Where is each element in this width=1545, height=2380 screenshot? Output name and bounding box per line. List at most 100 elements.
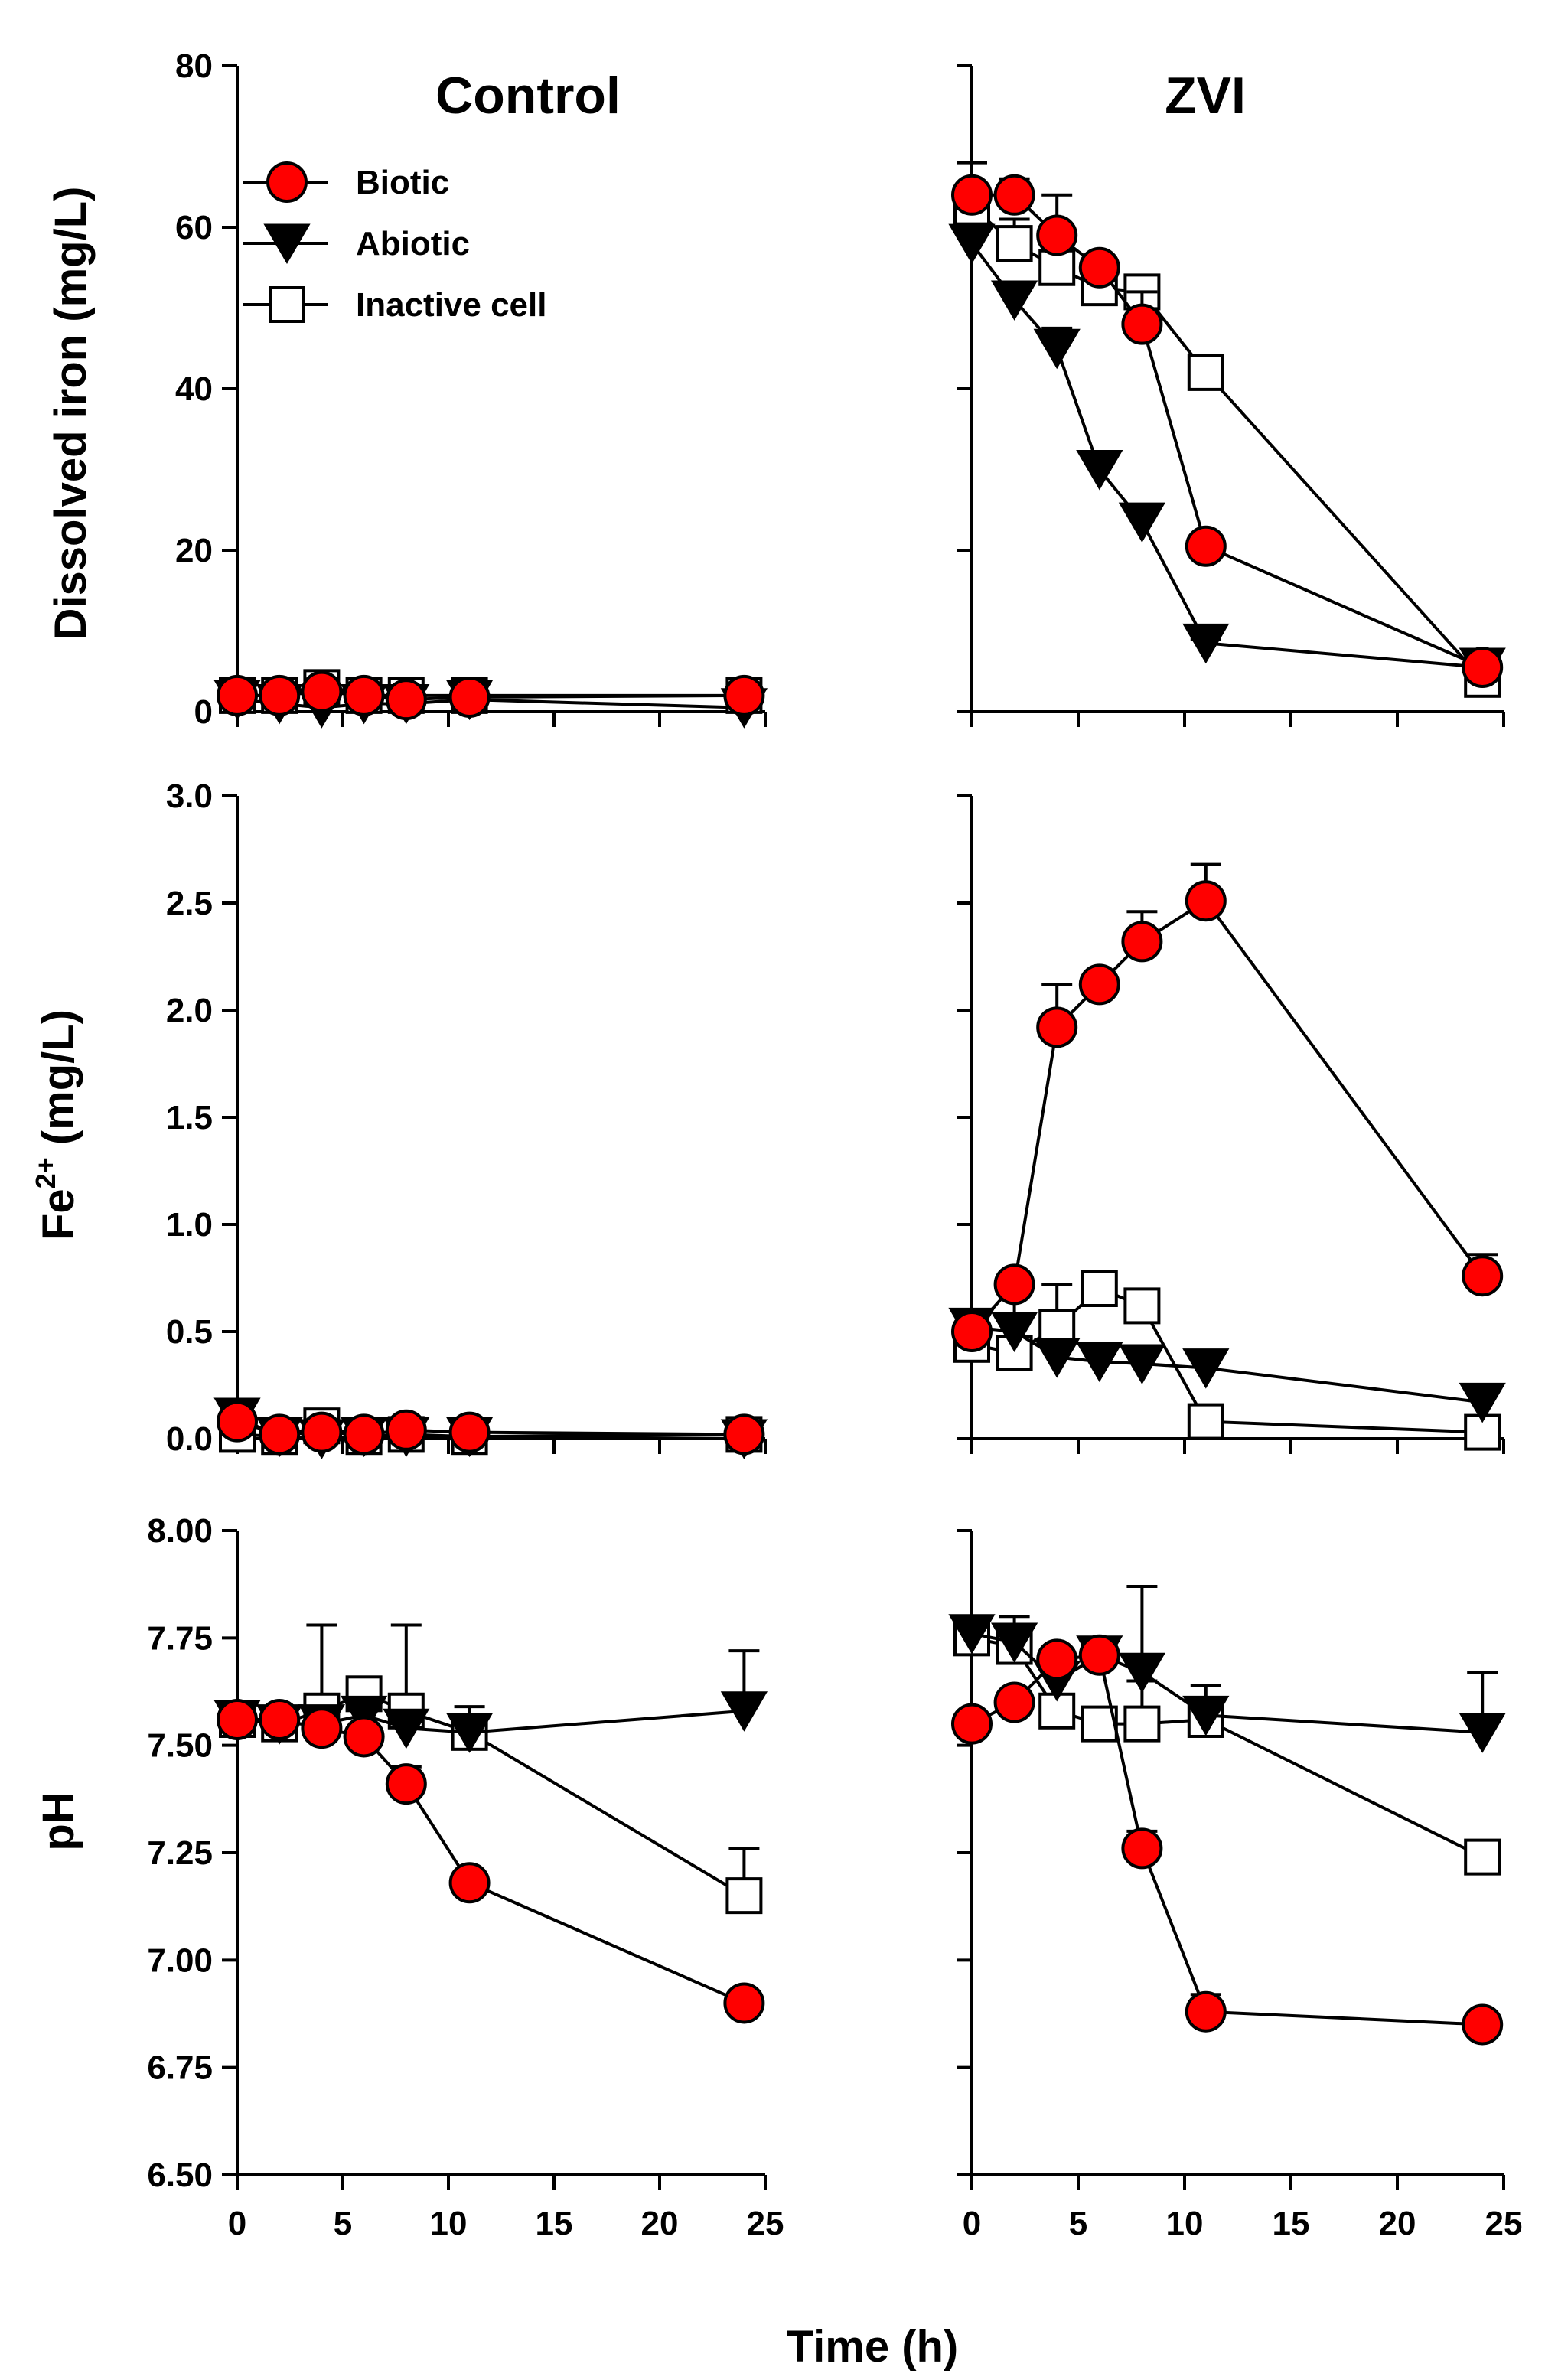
- data-point: [1121, 1827, 1163, 1870]
- data-point: [448, 1411, 491, 1453]
- legend-marker: [269, 286, 305, 323]
- data-point: [723, 1413, 765, 1456]
- x-tick-label: 10: [430, 2205, 468, 2242]
- y-tick-label: 80: [175, 47, 213, 85]
- data-point: [723, 1982, 765, 2024]
- data-point: [1185, 525, 1227, 567]
- data-point: [993, 1263, 1035, 1306]
- data-point: [1187, 354, 1224, 391]
- data-point: [448, 1862, 491, 1904]
- data-point: [1464, 1838, 1501, 1876]
- legend-item-biotic: Biotic: [243, 161, 449, 203]
- data-point: [993, 174, 1035, 216]
- data-point: [996, 225, 1033, 262]
- x-tick-label: 25: [1485, 2205, 1523, 2242]
- y-tick-label: 40: [175, 370, 213, 408]
- data-point: [993, 1681, 1035, 1723]
- series-inactive-cell: [219, 1623, 763, 1915]
- series-line: [970, 898, 1484, 1333]
- data-point: [1182, 1348, 1230, 1389]
- data-point: [301, 670, 343, 712]
- y-tick-label: 0.5: [166, 1313, 213, 1351]
- data-point: [217, 1698, 258, 1740]
- x-tick-label: 25: [747, 2205, 784, 2242]
- y-tick-label: 2.5: [166, 885, 213, 922]
- data-point: [1118, 1344, 1166, 1384]
- data-point: [301, 1707, 343, 1749]
- data-point: [1462, 1255, 1504, 1297]
- series-biotic: [217, 1698, 765, 2024]
- y-axis-title-fe2-text: Fe2+ (mg/L): [30, 1009, 83, 1241]
- legend-marker: [263, 223, 311, 264]
- data-point: [1036, 214, 1078, 256]
- y-tick-label: 3.0: [166, 778, 213, 815]
- data-point: [1036, 1006, 1078, 1048]
- y-axis-title-fe2-unit: (mg/L): [34, 1009, 83, 1157]
- data-point: [385, 1409, 427, 1451]
- column-title-zvi: ZVI: [1165, 67, 1246, 125]
- series-line: [970, 242, 1483, 669]
- data-point: [1076, 1342, 1123, 1383]
- y-tick-label: 7.75: [147, 1619, 213, 1657]
- data-point: [259, 1698, 301, 1740]
- data-point: [259, 674, 301, 716]
- y-tick-label: 1.0: [166, 1206, 213, 1244]
- data-point: [1036, 1638, 1078, 1681]
- data-point: [383, 1708, 430, 1749]
- data-point: [217, 674, 258, 716]
- data-point: [1462, 2003, 1504, 2046]
- panel-control-fe2: 0.0 0.5 1.0 1.5 2.0 2.5 3.0: [166, 778, 768, 1459]
- data-point: [1182, 1695, 1230, 1736]
- data-point: [1078, 246, 1120, 289]
- series-abiotic: [948, 1584, 1506, 1753]
- data-point: [385, 679, 427, 721]
- y-axis-title-fe2: Fe2+ (mg/L): [30, 1009, 83, 1241]
- data-point: [340, 1695, 388, 1736]
- series-abiotic: [213, 1649, 768, 1753]
- data-point: [1033, 1338, 1081, 1378]
- series-biotic: [951, 161, 1504, 688]
- data-point: [1185, 1990, 1227, 2033]
- data-point: [259, 1413, 301, 1456]
- data-point: [1182, 623, 1230, 664]
- data-point: [445, 1713, 494, 1753]
- data-point: [1187, 1403, 1224, 1440]
- data-point: [1462, 646, 1504, 688]
- y-tick-label: 8.00: [147, 1512, 213, 1550]
- x-tick-label: 20: [1379, 2205, 1416, 2242]
- data-point: [1078, 963, 1120, 1006]
- legend-item-abiotic: Abiotic: [243, 223, 470, 264]
- x-tick-label: 20: [641, 2205, 679, 2242]
- data-point: [1033, 328, 1081, 370]
- data-point: [990, 280, 1038, 321]
- y-tick-label: 20: [175, 532, 213, 569]
- x-tick-label: 15: [536, 2205, 573, 2242]
- data-point: [720, 1691, 768, 1732]
- x-tick-label: 15: [1273, 2205, 1310, 2242]
- series-biotic: [217, 670, 765, 721]
- series-abiotic: [948, 223, 1506, 688]
- data-point: [301, 1411, 343, 1453]
- data-point: [990, 1622, 1038, 1663]
- data-point: [948, 1614, 996, 1655]
- data-point: [1185, 880, 1227, 922]
- x-tick-label: 0: [228, 2205, 246, 2242]
- y-tick-label: 6.75: [147, 2049, 213, 2087]
- data-point: [217, 1400, 258, 1443]
- series-inactive-cell: [953, 1270, 1501, 1451]
- legend-item-inactive-cell: Inactive cell: [243, 286, 546, 324]
- y-axis-title-ph-text: pH: [34, 1792, 83, 1850]
- y-axis-title-fe2-base: Fe: [34, 1188, 83, 1241]
- panel-control-ph: 6.50 6.75 7.00 7.25 7.50 7.75 8.00 0 5 10 15 20 25: [147, 1512, 784, 2242]
- data-point: [948, 223, 996, 265]
- x-tick-label: 5: [334, 2205, 352, 2242]
- y-tick-label: 7.00: [147, 1941, 213, 1979]
- data-point: [1121, 921, 1163, 963]
- y-tick-label: 0.0: [166, 1420, 213, 1458]
- y-tick-label: 6.50: [147, 2157, 213, 2194]
- series-line: [237, 1717, 745, 2005]
- data-point: [1459, 1382, 1506, 1423]
- legend-label: Biotic: [356, 164, 449, 201]
- x-axis-title: Time (h): [787, 2322, 959, 2372]
- data-point: [343, 1716, 385, 1758]
